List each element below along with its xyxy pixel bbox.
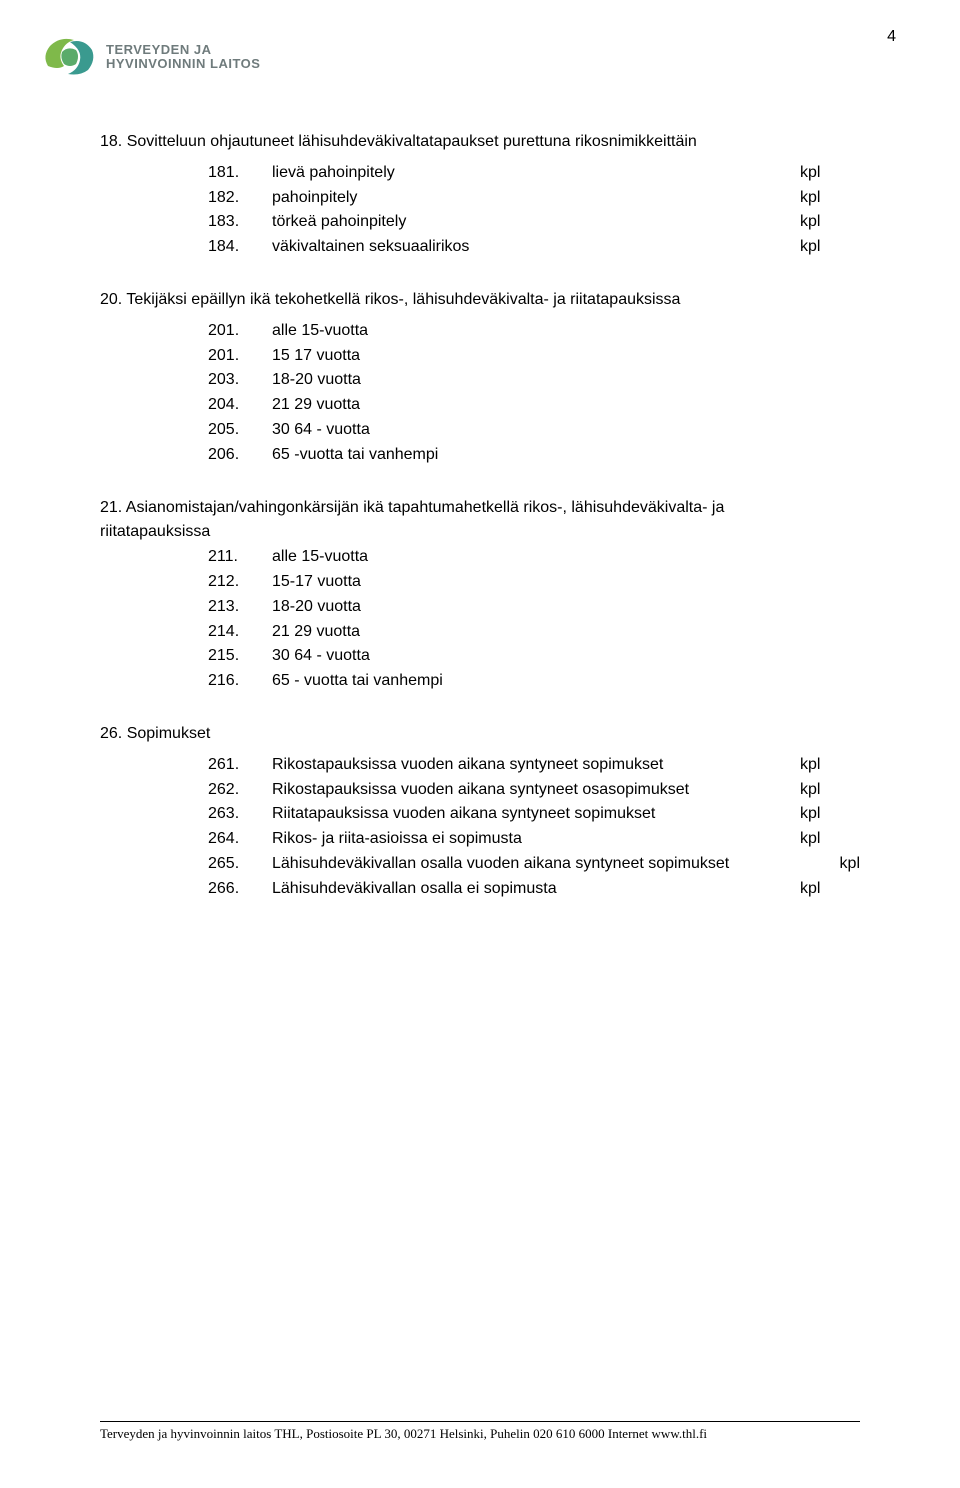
row-number: 184. bbox=[208, 235, 272, 260]
row-number: 182. bbox=[208, 186, 272, 211]
section-title: 21. Asianomistajan/vahingonkärsijän ikä … bbox=[100, 496, 860, 546]
row-text: Rikos- ja riita-asioissa ei sopimusta bbox=[272, 827, 800, 852]
list-row: 264. Rikos- ja riita-asioissa ei sopimus… bbox=[100, 827, 860, 852]
row-number: 261. bbox=[208, 753, 272, 778]
logo-line1: TERVEYDEN JA bbox=[106, 43, 260, 57]
footer: Terveyden ja hyvinvoinnin laitos THL, Po… bbox=[100, 1421, 860, 1442]
row-unit: kpl bbox=[800, 210, 860, 235]
row-number: 206. bbox=[208, 443, 272, 468]
row-text: pahoinpitely bbox=[272, 186, 800, 211]
row-unit: kpl bbox=[800, 877, 860, 902]
list-row: 216. 65 - vuotta tai vanhempi bbox=[100, 669, 860, 694]
row-number: 183. bbox=[208, 210, 272, 235]
logo-block: TERVEYDEN JA HYVINVOINNIN LAITOS bbox=[40, 36, 260, 78]
list-row: 205. 30 64 - vuotta bbox=[100, 418, 860, 443]
list-row: 206. 65 -vuotta tai vanhempi bbox=[100, 443, 860, 468]
row-text: alle 15-vuotta bbox=[272, 319, 860, 344]
row-unit: kpl bbox=[760, 852, 860, 877]
row-number: 211. bbox=[208, 545, 272, 570]
list-row: 265. Lähisuhdeväkivallan osalla vuoden a… bbox=[100, 852, 860, 877]
row-unit: kpl bbox=[800, 161, 860, 186]
section-20: 20. Tekijäksi epäillyn ikä tekohetkellä … bbox=[100, 288, 860, 468]
row-number: 203. bbox=[208, 368, 272, 393]
row-text: 18-20 vuotta bbox=[272, 368, 860, 393]
row-number: 213. bbox=[208, 595, 272, 620]
row-number: 201. bbox=[208, 319, 272, 344]
row-text: 15 17 vuotta bbox=[272, 344, 860, 369]
row-number: 212. bbox=[208, 570, 272, 595]
row-unit: kpl bbox=[800, 186, 860, 211]
row-text: 15-17 vuotta bbox=[272, 570, 860, 595]
row-unit: kpl bbox=[800, 753, 860, 778]
section-26: 26. Sopimukset 261. Rikostapauksissa vuo… bbox=[100, 722, 860, 902]
list-row: 183. törkeä pahoinpitely kpl bbox=[100, 210, 860, 235]
section-21: 21. Asianomistajan/vahingonkärsijän ikä … bbox=[100, 496, 860, 694]
row-text: Riitatapauksissa vuoden aikana syntyneet… bbox=[272, 802, 800, 827]
row-number: 266. bbox=[208, 877, 272, 902]
list-row: 261. Rikostapauksissa vuoden aikana synt… bbox=[100, 753, 860, 778]
row-number: 263. bbox=[208, 802, 272, 827]
row-unit: kpl bbox=[800, 802, 860, 827]
logo-line2: HYVINVOINNIN LAITOS bbox=[106, 57, 260, 71]
list-row: 212. 15-17 vuotta bbox=[100, 570, 860, 595]
list-row: 201. alle 15-vuotta bbox=[100, 319, 860, 344]
row-unit: kpl bbox=[800, 235, 860, 260]
list-row: 181. lievä pahoinpitely kpl bbox=[100, 161, 860, 186]
list-row: 213. 18-20 vuotta bbox=[100, 595, 860, 620]
row-text: 65 - vuotta tai vanhempi bbox=[272, 669, 860, 694]
row-unit: kpl bbox=[800, 778, 860, 803]
logo-text: TERVEYDEN JA HYVINVOINNIN LAITOS bbox=[106, 43, 260, 70]
list-row: 214. 21 29 vuotta bbox=[100, 620, 860, 645]
row-number: 214. bbox=[208, 620, 272, 645]
row-number: 181. bbox=[208, 161, 272, 186]
row-number: 201. bbox=[208, 344, 272, 369]
section-title: 18. Sovitteluun ohjautuneet lähisuhdeväk… bbox=[100, 130, 860, 155]
row-number: 264. bbox=[208, 827, 272, 852]
section-title: 26. Sopimukset bbox=[100, 722, 860, 747]
row-text: 30 64 - vuotta bbox=[272, 644, 860, 669]
row-text: lievä pahoinpitely bbox=[272, 161, 800, 186]
title-line1: 21. Asianomistajan/vahingonkärsijän ikä … bbox=[100, 496, 860, 521]
row-number: 216. bbox=[208, 669, 272, 694]
row-text: alle 15-vuotta bbox=[272, 545, 860, 570]
row-text: Lähisuhdeväkivallan osalla vuoden aikana… bbox=[272, 852, 760, 877]
row-text: Rikostapauksissa vuoden aikana syntyneet… bbox=[272, 753, 800, 778]
row-text: Lähisuhdeväkivallan osalla ei sopimusta bbox=[272, 877, 800, 902]
thl-logo-icon bbox=[40, 36, 96, 78]
list-row: 215. 30 64 - vuotta bbox=[100, 644, 860, 669]
section-title: 20. Tekijäksi epäillyn ikä tekohetkellä … bbox=[100, 288, 860, 313]
list-row: 201. 15 17 vuotta bbox=[100, 344, 860, 369]
row-number: 262. bbox=[208, 778, 272, 803]
row-number: 204. bbox=[208, 393, 272, 418]
row-number: 265. bbox=[208, 852, 272, 877]
list-row: 266. Lähisuhdeväkivallan osalla ei sopim… bbox=[100, 877, 860, 902]
list-row: 182. pahoinpitely kpl bbox=[100, 186, 860, 211]
section-18: 18. Sovitteluun ohjautuneet lähisuhdeväk… bbox=[100, 130, 860, 260]
row-unit: kpl bbox=[800, 827, 860, 852]
row-text: 30 64 - vuotta bbox=[272, 418, 860, 443]
row-text: 21 29 vuotta bbox=[272, 620, 860, 645]
list-row: 262. Rikostapauksissa vuoden aikana synt… bbox=[100, 778, 860, 803]
title-line2: riitatapauksissa bbox=[100, 520, 860, 545]
list-row: 184. väkivaltainen seksuaalirikos kpl bbox=[100, 235, 860, 260]
row-text: 18-20 vuotta bbox=[272, 595, 860, 620]
row-text: törkeä pahoinpitely bbox=[272, 210, 800, 235]
row-text: 65 -vuotta tai vanhempi bbox=[272, 443, 860, 468]
row-number: 215. bbox=[208, 644, 272, 669]
page-number: 4 bbox=[887, 28, 896, 46]
list-row: 211. alle 15-vuotta bbox=[100, 545, 860, 570]
row-text: väkivaltainen seksuaalirikos bbox=[272, 235, 800, 260]
row-text: Rikostapauksissa vuoden aikana syntyneet… bbox=[272, 778, 800, 803]
list-row: 263. Riitatapauksissa vuoden aikana synt… bbox=[100, 802, 860, 827]
row-number: 205. bbox=[208, 418, 272, 443]
document-content: 18. Sovitteluun ohjautuneet lähisuhdeväk… bbox=[100, 130, 860, 930]
row-text: 21 29 vuotta bbox=[272, 393, 860, 418]
list-row: 204. 21 29 vuotta bbox=[100, 393, 860, 418]
list-row: 203. 18-20 vuotta bbox=[100, 368, 860, 393]
